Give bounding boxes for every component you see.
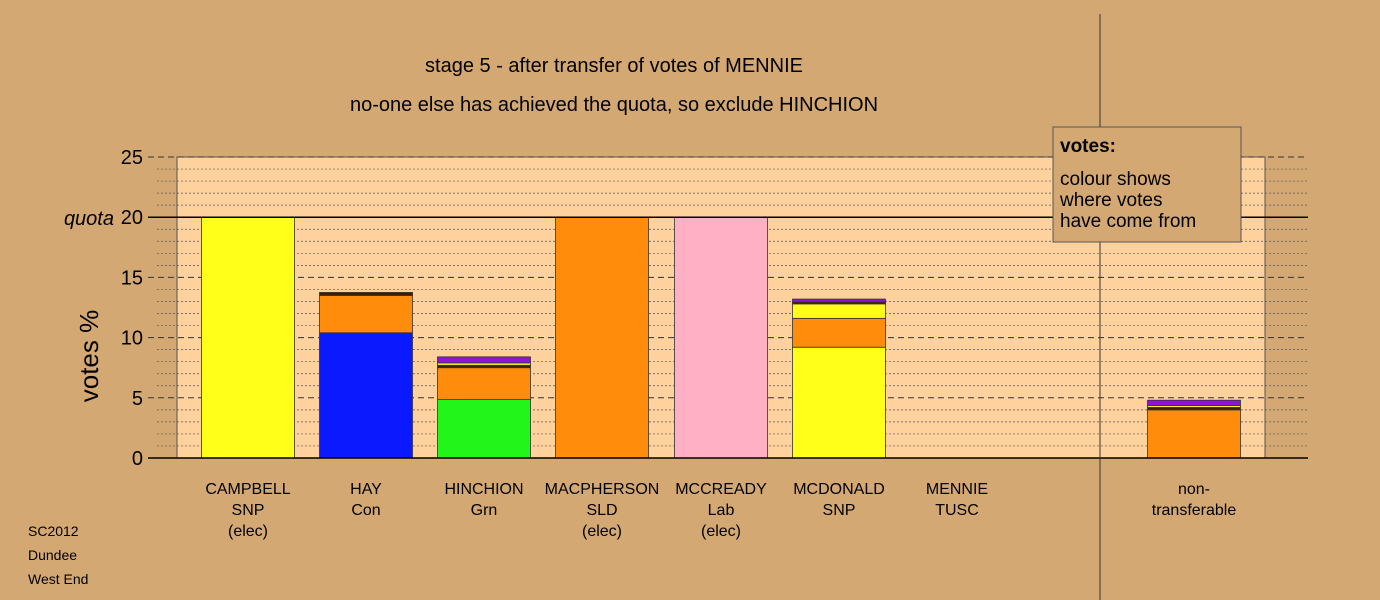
bar-segment-snp [792,303,886,319]
bar-segment-grn [437,399,531,459]
bar-segment-sld [1147,409,1241,459]
bar-mcdonald [792,298,886,459]
y-tick-label: 0 [132,448,143,470]
candidate-label-line: HAY [350,481,382,498]
legend-line-1: colour shows [1060,169,1171,190]
candidate-label-line: MENNIE [926,481,988,498]
bar-segment-tusc [792,298,886,303]
bar-hay [319,292,413,459]
bar-segment-con [319,332,413,459]
bar-campbell [201,216,295,459]
bar-segment-snp [201,216,295,459]
candidate-label-line: Grn [471,502,498,519]
bar-segment-lab [674,216,768,459]
bar-segment-other [319,292,413,296]
y-tick-label: 20 [121,207,143,229]
footer-line-3: West End [28,571,88,587]
candidate-label-line: CAMPBELL [205,481,290,498]
bar-hinchion [437,356,531,459]
bar-mccready [674,216,768,459]
bar-segment-snp [792,346,886,459]
chart-subtitle: no-one else has achieved the quota, so e… [350,94,878,116]
label-non-transferable: non-transferable [1152,481,1237,519]
legend-line-2: where votes [1059,190,1162,211]
y-tick-label: 10 [121,328,143,350]
bar-segment-sld [437,367,531,401]
label-mccready: MCCREADY Lab (elec) [675,481,767,540]
candidate-label-line: TUSC [935,502,979,519]
label-macpherson: MACPHERSON SLD (elec) [545,481,660,540]
bar-segment-sld [792,317,886,348]
legend-title: votes: [1060,136,1116,157]
bars [201,216,1241,459]
bar-segment-sld [555,216,649,459]
bar-segment-tusc [1147,399,1241,407]
bar-segment-sld [319,295,413,334]
candidate-labels: CAMPBELL SNP (elec) HAY Con HINCHION Grn MACPHE… [205,481,1236,540]
candidate-label-line: (elec) [582,523,622,540]
y-axis-label: votes % [74,310,104,403]
candidate-label-line: (elec) [701,523,741,540]
candidate-label-line: Con [351,502,380,519]
y-tick-labels: 0 5 10 15 20 25 [121,147,143,470]
candidate-label-line: MCDONALD [793,481,885,498]
label-mennie: MENNIE TUSC [926,481,988,519]
candidate-label-line: SLD [586,502,617,519]
candidate-label-line: Lab [708,502,735,519]
candidate-label-line: MCCREADY [675,481,767,498]
candidate-label-line: non- [1178,481,1210,498]
candidate-label-line: MACPHERSON [545,481,660,498]
y-tick-label: 5 [132,388,143,410]
legend-frame [1052,126,1242,243]
legend-box: votes: colour shows where votes have com… [1052,126,1242,243]
candidate-label-line: SNP [823,502,856,519]
candidate-label-line: HINCHION [444,481,523,498]
candidate-label-line: transferable [1152,502,1237,519]
bar-segment-tusc [437,356,531,364]
bar-non-transferable [1147,399,1241,459]
label-hay: HAY Con [350,481,382,519]
label-mcdonald: MCDONALD SNP [793,481,885,519]
footer-line-2: Dundee [28,547,77,563]
footer-line-1: SC2012 [28,523,79,539]
label-hinchion: HINCHION Grn [444,481,523,519]
candidate-label-line: (elec) [228,523,268,540]
chart-title: stage 5 - after transfer of votes of MEN… [425,55,803,77]
bar-macpherson [555,216,649,459]
candidate-label-line: SNP [232,502,265,519]
y-tick-label: 25 [121,147,143,169]
legend-line-3: have come from [1060,211,1196,232]
y-tick-label: 15 [121,267,143,289]
quota-label: quota [64,208,114,230]
label-campbell: CAMPBELL SNP (elec) [205,481,290,540]
